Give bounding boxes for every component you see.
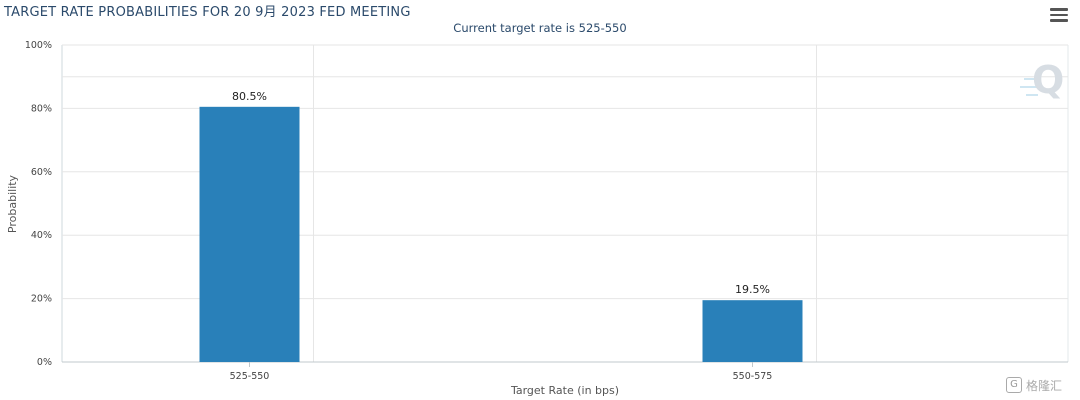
y-tick-label: 100% bbox=[25, 40, 52, 51]
bar bbox=[199, 106, 300, 362]
data-label: 19.5% bbox=[735, 283, 770, 296]
x-tick-label: 550-575 bbox=[733, 371, 773, 382]
q-logo-icon: Q bbox=[1020, 58, 1068, 110]
chart-title: TARGET RATE PROBABILITIES FOR 20 9月 2023… bbox=[4, 5, 411, 20]
y-tick-label: 0% bbox=[37, 357, 52, 368]
gelonghui-watermark-icon: G 格隆汇 bbox=[1006, 376, 1078, 394]
y-tick-label: 20% bbox=[31, 294, 52, 305]
y-tick-label: 60% bbox=[31, 167, 52, 178]
y-tick-label: 40% bbox=[31, 230, 52, 241]
chart-subtitle: Current target rate is 525-550 bbox=[453, 21, 627, 35]
x-tick-label: 525-550 bbox=[230, 371, 270, 382]
y-tick-label: 80% bbox=[31, 103, 52, 114]
x-axis-title: Target Rate (in bps) bbox=[510, 384, 619, 397]
data-label: 80.5% bbox=[232, 90, 267, 103]
watermark-glyph: G bbox=[1006, 377, 1022, 393]
bar bbox=[702, 300, 803, 362]
watermark-text: 格隆汇 bbox=[1026, 378, 1063, 393]
hamburger-menu-icon[interactable] bbox=[1050, 8, 1068, 24]
q-logo-letter: Q bbox=[1032, 58, 1065, 102]
y-axis-title: Probability bbox=[6, 174, 19, 233]
